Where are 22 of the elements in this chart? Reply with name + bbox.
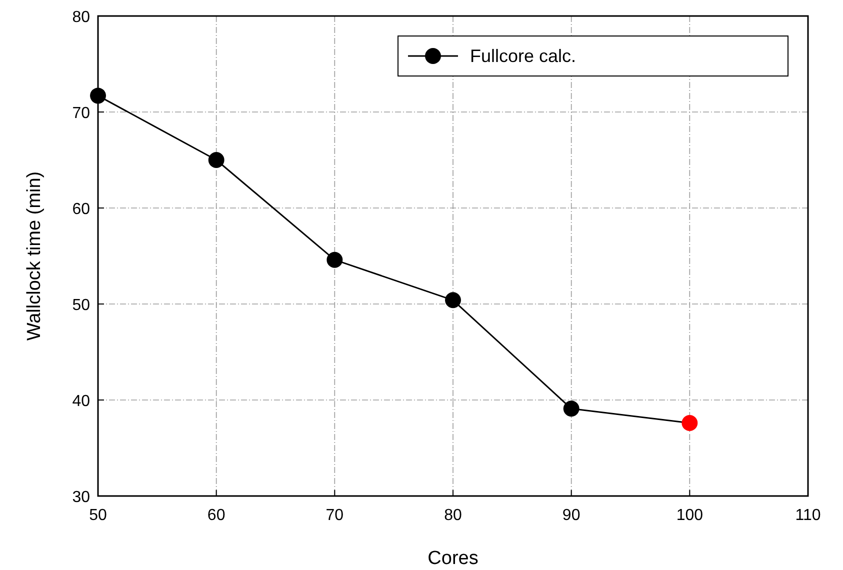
x-tick-label: 80: [444, 507, 462, 524]
x-tick-label: 110: [795, 507, 821, 524]
legend-label: Fullcore calc.: [470, 46, 576, 66]
y-tick-label: 60: [72, 201, 90, 218]
point: [90, 88, 106, 104]
y-tick-label: 40: [72, 393, 90, 410]
y-axis-title: Wallclock time (min): [24, 171, 45, 341]
x-tick-label: 70: [326, 507, 344, 524]
y-tick-label: 80: [72, 9, 90, 26]
x-axis-title: Cores: [428, 548, 478, 569]
point: [208, 152, 224, 168]
point: [563, 400, 580, 417]
x-tick-label: 60: [207, 507, 226, 524]
y-tick-label: 30: [72, 489, 90, 506]
point: [326, 252, 343, 268]
x-tick-label: 100: [676, 507, 704, 524]
y-tick-label: 70: [72, 105, 90, 122]
point: [445, 292, 461, 308]
x-tick-label: 90: [562, 507, 580, 524]
y-tick-label: 50: [72, 297, 90, 314]
x-tick-label: 50: [89, 507, 107, 524]
point: [682, 415, 698, 432]
